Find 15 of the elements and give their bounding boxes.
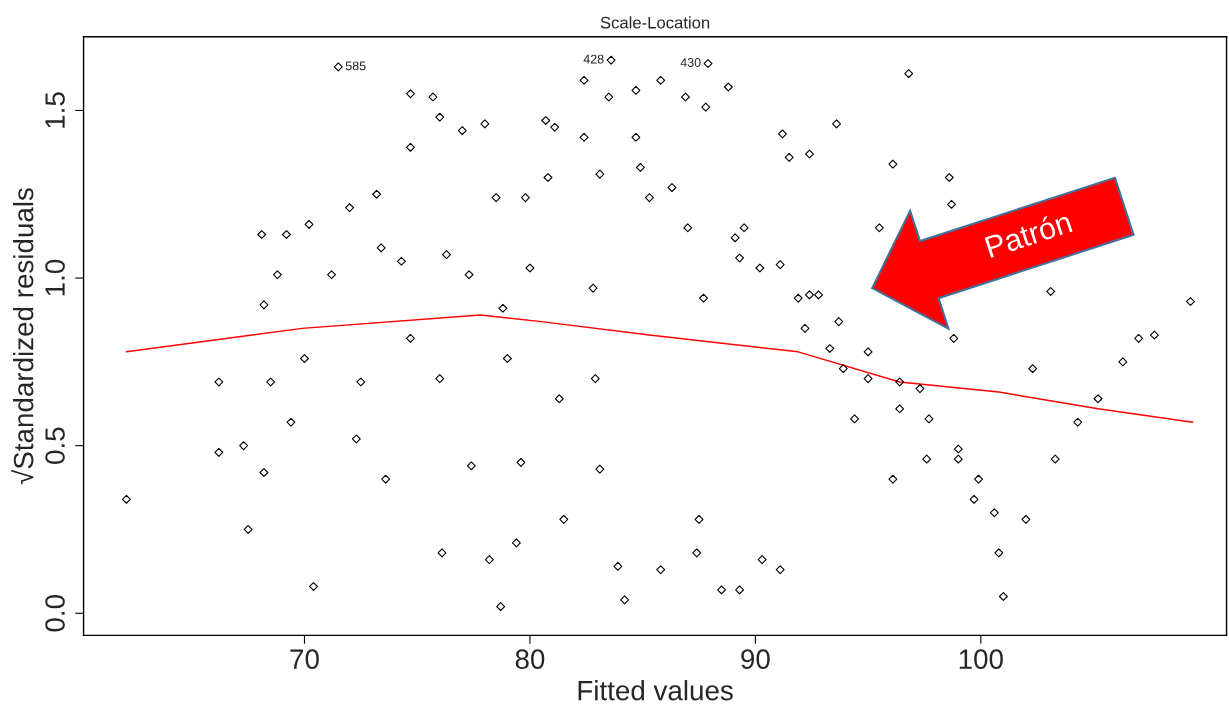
y-tick-label: 0.5 [45, 427, 65, 464]
x-axis-title: Fitted values [578, 680, 733, 701]
y-tick-label: 1.0 [45, 259, 65, 296]
annotation: 428 [583, 54, 604, 64]
y-tick-label: 0.0 [45, 595, 65, 632]
x-tick-label: 80 [515, 649, 545, 669]
x-tick-label: 90 [741, 649, 770, 669]
annotation: 585 [345, 61, 366, 71]
annotation: Patrón [984, 209, 1073, 259]
y-tick-label: 1.5 [45, 92, 65, 128]
chart-title: Scale-Location [600, 16, 710, 29]
annotation: 430 [680, 58, 701, 67]
x-tick-label: 70 [290, 649, 319, 669]
x-tick-label: 100 [959, 649, 1003, 669]
y-axis-title: √Standardized residuals [11, 188, 34, 485]
